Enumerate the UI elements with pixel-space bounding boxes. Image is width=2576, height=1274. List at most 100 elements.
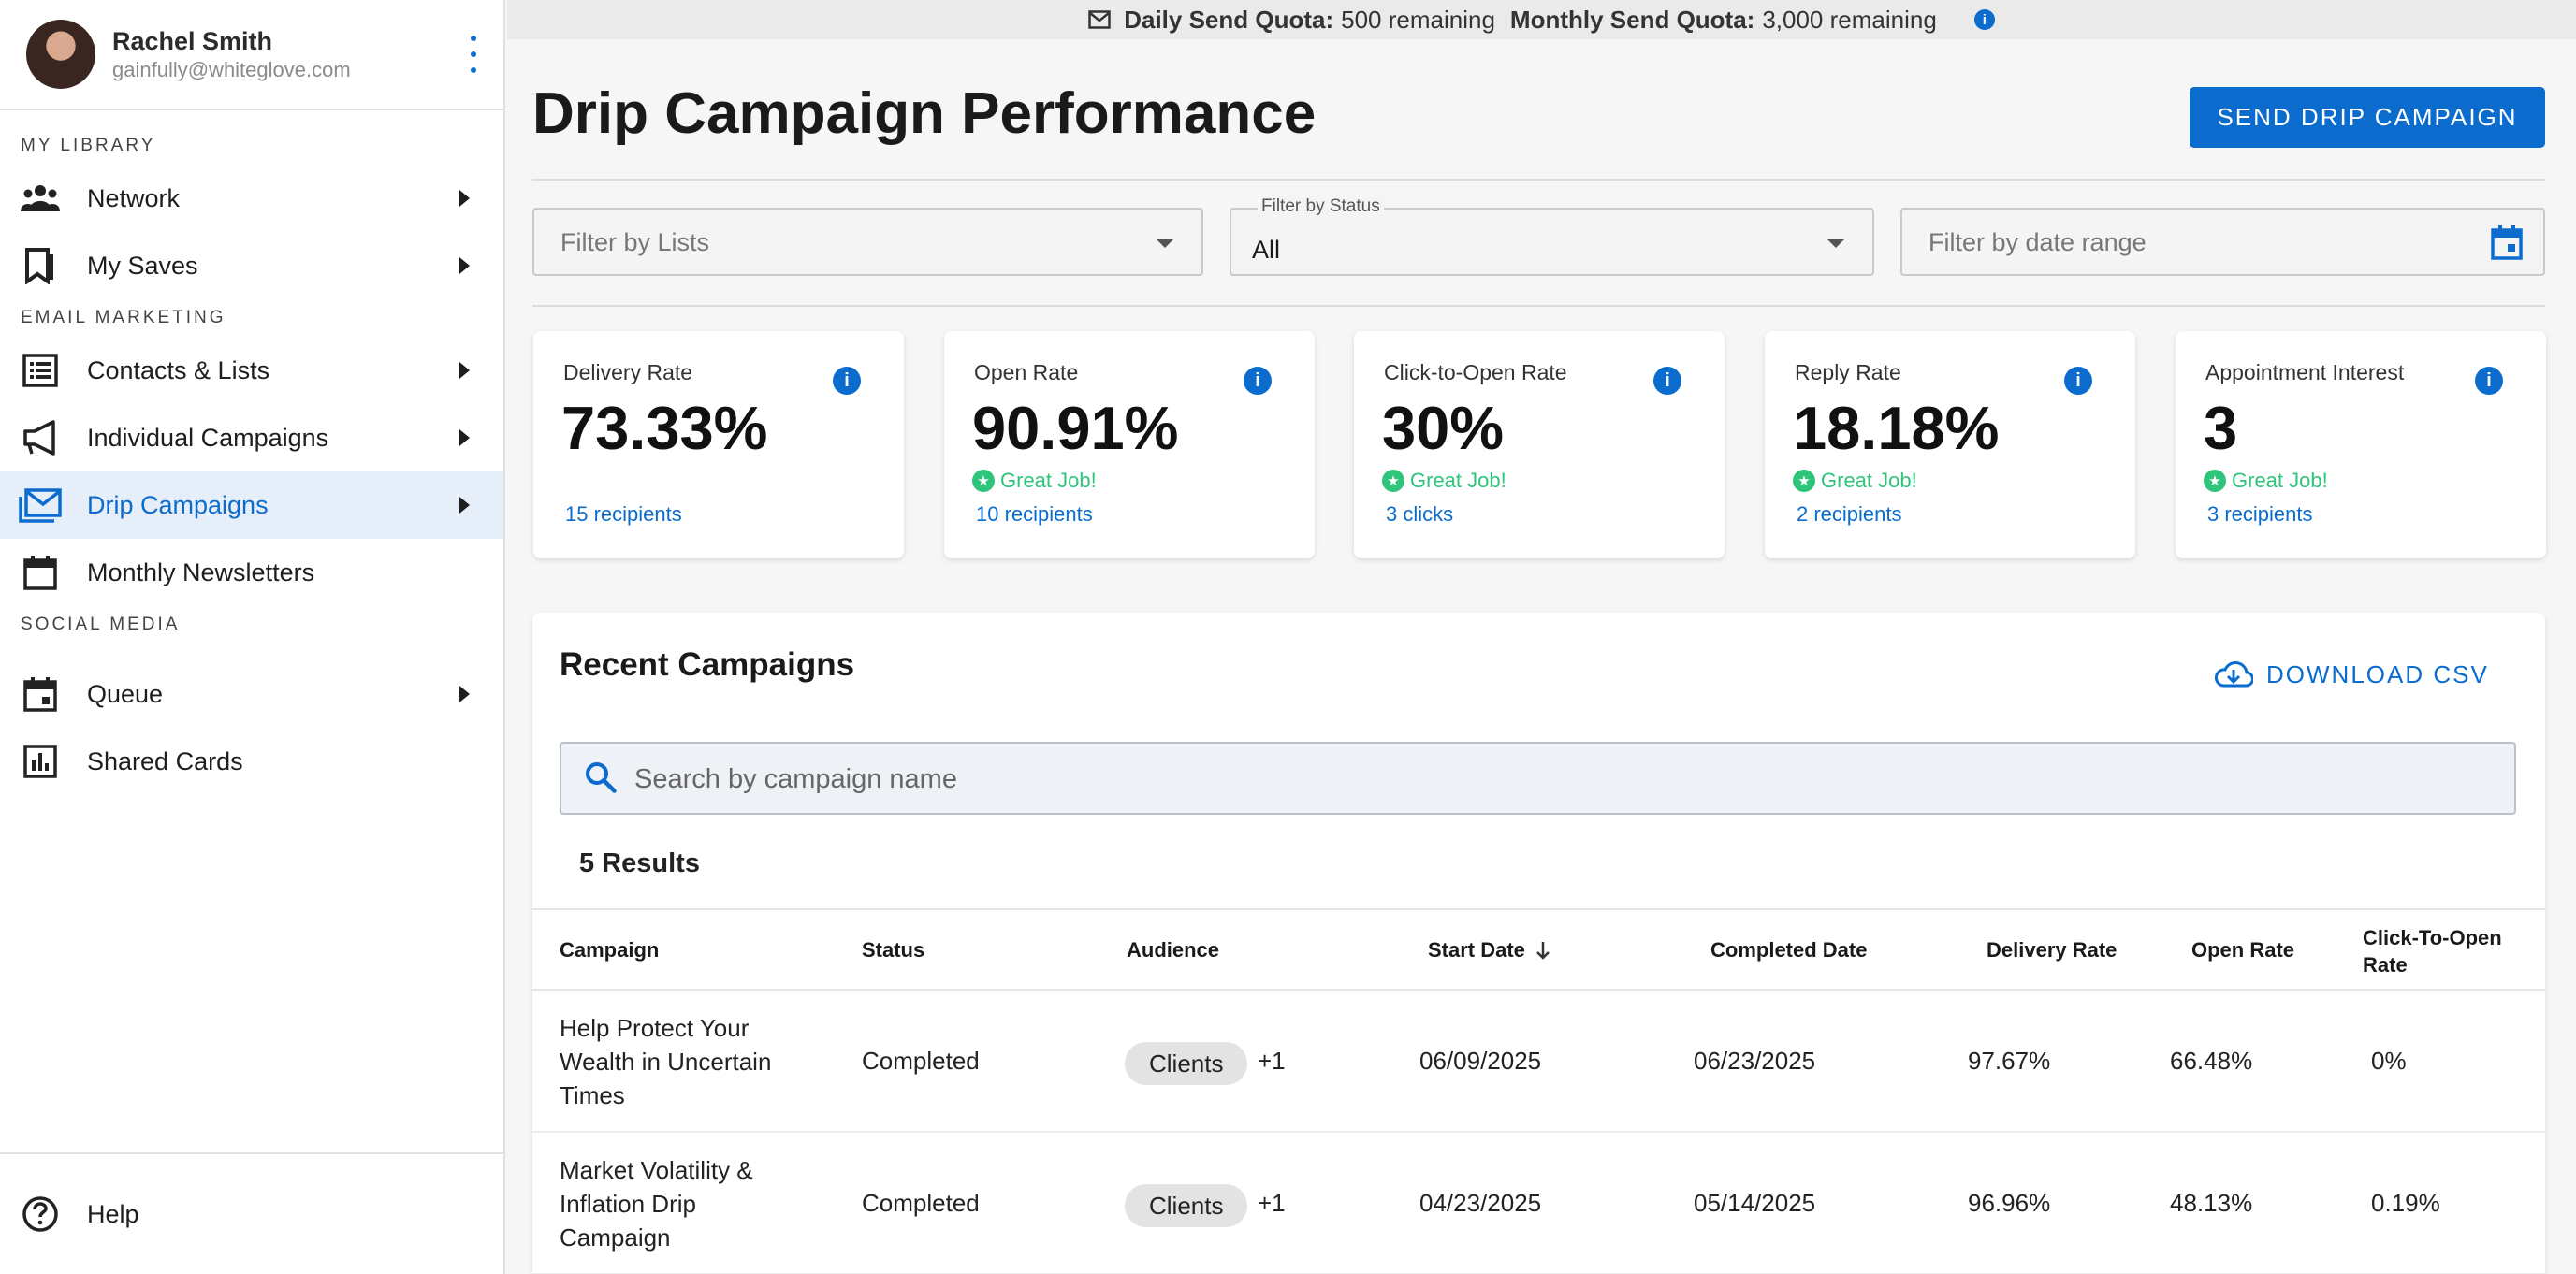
column-header-click-to-open-rate[interactable]: Click-To-Open Rate [2363, 926, 2502, 977]
info-icon[interactable]: i [1244, 367, 1272, 395]
sidebar-item-monthly-newsletters[interactable]: Monthly Newsletters [0, 539, 503, 606]
sidebar-item-drip-campaigns[interactable]: Drip Campaigns [0, 471, 503, 539]
metric-title: Click-to-Open Rate [1384, 360, 1567, 384]
column-header-start-date[interactable]: Start Date [1428, 938, 1551, 963]
megaphone-icon [19, 416, 62, 459]
great-job-badge: ★ Great Job! [1793, 469, 1917, 493]
table-header: Campaign Status Audience Start Date Comp… [532, 908, 2545, 991]
column-header-status[interactable]: Status [862, 938, 925, 962]
send-drip-campaign-button[interactable]: SEND DRIP CAMPAIGN [2190, 87, 2545, 148]
sidebar-item-individual-campaigns[interactable]: Individual Campaigns [0, 404, 503, 471]
expand-arrow-icon[interactable] [459, 257, 470, 274]
table-row[interactable]: Market Volatility & Inflation Drip Campa… [532, 1133, 2545, 1274]
metric-title: Appointment Interest [2205, 360, 2405, 384]
star-icon: ★ [2204, 470, 2226, 492]
metric-value: 30% [1382, 394, 1505, 462]
audience-more-count: +1 [1258, 1047, 1286, 1075]
column-header-completed-date[interactable]: Completed Date [1710, 938, 1868, 962]
metric-sub-link[interactable]: 15 recipients [565, 502, 682, 526]
info-icon[interactable]: i [2475, 367, 2503, 395]
sidebar-item-network[interactable]: Network [0, 165, 503, 232]
audience-chip[interactable]: Clients [1125, 1184, 1248, 1227]
info-icon[interactable]: i [1653, 367, 1681, 395]
download-csv-button[interactable]: DOWNLOAD CSV [2214, 659, 2489, 689]
chevron-down-icon [1827, 239, 1844, 248]
great-job-badge: ★ Great Job! [1382, 469, 1506, 493]
expand-arrow-icon[interactable] [459, 497, 470, 514]
profile-header[interactable]: Rachel Smith gainfully@whiteglove.com [0, 0, 503, 110]
sidebar-item-label: Drip Campaigns [87, 490, 269, 519]
audience-chip[interactable]: Clients [1125, 1042, 1248, 1085]
sidebar-item-help[interactable]: Help [0, 1152, 503, 1274]
results-count: 5 Results [579, 848, 700, 878]
sidebar-item-label: My Saves [87, 251, 198, 280]
info-icon[interactable]: i [1973, 9, 1995, 30]
status-value: Completed [862, 1189, 980, 1217]
great-job-badge: ★ Great Job! [2204, 469, 2328, 493]
info-icon[interactable]: i [833, 367, 861, 395]
divider [532, 179, 2545, 181]
metric-sub-link[interactable]: 3 clicks [1386, 502, 1454, 526]
column-header-delivery-rate[interactable]: Delivery Rate [1987, 938, 2118, 962]
great-job-badge: ★ Great Job! [972, 469, 1097, 493]
sidebar-item-label: Contacts & Lists [87, 355, 270, 384]
audience-more-count: +1 [1258, 1189, 1286, 1217]
section-label-email-marketing: EMAIL MARKETING [21, 308, 226, 327]
expand-arrow-icon[interactable] [459, 362, 470, 379]
metric-title: Reply Rate [1795, 360, 1901, 384]
column-header-campaign[interactable]: Campaign [560, 938, 660, 962]
sidebar-item-label: Shared Cards [87, 746, 243, 775]
sidebar-item-queue[interactable]: Queue [0, 660, 503, 728]
metric-value: 18.18% [1793, 394, 2000, 462]
filter-lists-select[interactable]: Filter by Lists [532, 208, 1203, 276]
open-rate: 48.13% [2170, 1189, 2253, 1217]
filter-status-select[interactable]: Filter by Status All [1230, 196, 1874, 276]
star-icon: ★ [972, 470, 995, 492]
metric-card-reply-rate: Reply Rate 18.18% i ★ Great Job! 2 recipi… [1765, 331, 2135, 558]
expand-arrow-icon[interactable] [459, 686, 470, 702]
metric-title: Open Rate [974, 360, 1079, 384]
filter-lists-placeholder: Filter by Lists [560, 228, 710, 256]
completed-date: 05/14/2025 [1694, 1189, 1816, 1217]
column-header-open-rate[interactable]: Open Rate [2191, 938, 2295, 962]
monthly-quota-label: Monthly Send Quota: [1509, 5, 1755, 34]
daily-quota-value: 500 remaining [1341, 5, 1495, 34]
sidebar-item-label: Network [87, 183, 181, 212]
sidebar-item-my-saves[interactable]: My Saves [0, 232, 503, 299]
expand-arrow-icon[interactable] [459, 429, 470, 446]
sidebar-item-label: Individual Campaigns [87, 423, 329, 452]
status-value: Completed [862, 1047, 980, 1075]
avatar [26, 20, 95, 89]
chevron-down-icon [1157, 239, 1173, 248]
sidebar-item-shared-cards[interactable]: Shared Cards [0, 728, 503, 795]
campaign-name[interactable]: Market Volatility & Inflation Drip Campa… [560, 1156, 753, 1252]
bar-chart-icon [19, 740, 62, 783]
start-date: 06/09/2025 [1419, 1047, 1542, 1075]
metric-sub-link[interactable]: 3 recipients [2207, 502, 2313, 526]
filter-status-value: All [1252, 236, 1281, 264]
filter-date-range-input[interactable]: Filter by date range [1900, 208, 2545, 276]
sidebar: Rachel Smith gainfully@whiteglove.com MY… [0, 0, 505, 1274]
metric-value: 3 [2204, 394, 2238, 462]
click-to-open-rate: 0.19% [2371, 1189, 2440, 1217]
filter-status-label: Filter by Status [1258, 196, 1384, 217]
click-to-open-rate: 0% [2371, 1047, 2407, 1075]
start-date: 04/23/2025 [1419, 1189, 1542, 1217]
completed-date: 06/23/2025 [1694, 1047, 1816, 1075]
metric-sub-link[interactable]: 10 recipients [976, 502, 1093, 526]
info-icon[interactable]: i [2064, 367, 2092, 395]
expand-arrow-icon[interactable] [459, 190, 470, 207]
help-icon [19, 1193, 62, 1236]
metric-sub-link[interactable]: 2 recipients [1797, 502, 1902, 526]
table-row[interactable]: Help Protect Your Wealth in Uncertain Ti… [532, 991, 2545, 1133]
column-header-audience[interactable]: Audience [1127, 938, 1220, 962]
campaign-search-input[interactable]: Search by campaign name [560, 742, 2516, 815]
delivery-rate: 96.96% [1968, 1189, 2051, 1217]
sidebar-item-contacts-lists[interactable]: Contacts & Lists [0, 337, 503, 404]
bookmark-icon [19, 244, 62, 287]
help-label: Help [87, 1199, 139, 1228]
campaign-name[interactable]: Help Protect Your Wealth in Uncertain Ti… [560, 1014, 772, 1109]
more-options-icon[interactable] [466, 36, 481, 73]
calendar-icon[interactable] [2491, 224, 2523, 265]
profile-name: Rachel Smith [112, 27, 273, 55]
